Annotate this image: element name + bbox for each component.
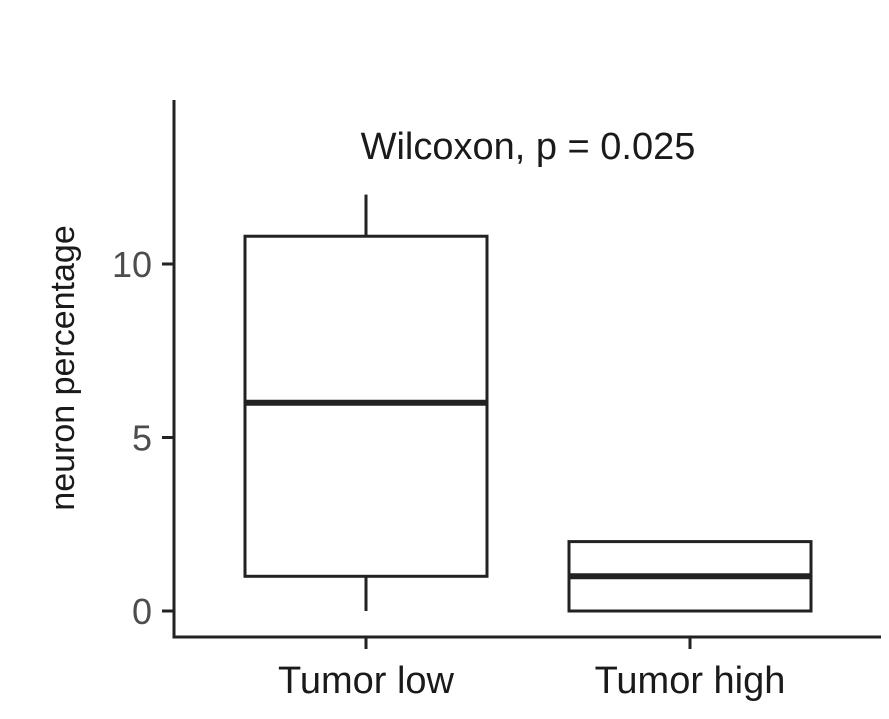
y-tick-label-10: 10 (112, 244, 152, 285)
x-tick-label-tumor-high: Tumor high (595, 660, 786, 702)
x-tick-label-tumor-low: Tumor low (278, 660, 455, 702)
box-tumor-low (243, 234, 489, 578)
y-tick-label-0: 0 (132, 591, 152, 632)
y-tick-label-5: 5 (132, 418, 152, 459)
test-annotation: Wilcoxon, p = 0.025 (361, 126, 696, 168)
y-axis-title: neuron percentage (44, 225, 82, 510)
plot-area: 0 5 10 Tumor low Tumor high (112, 100, 881, 702)
